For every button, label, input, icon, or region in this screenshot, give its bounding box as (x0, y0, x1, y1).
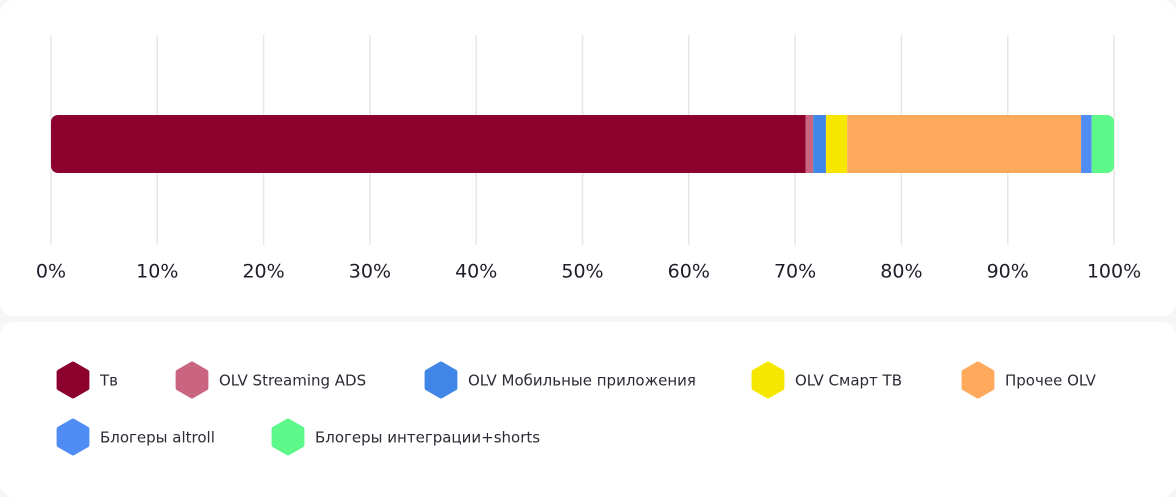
x-tick-label: 50% (561, 261, 603, 283)
x-tick-label: 80% (880, 261, 922, 283)
x-tick-label: 10% (136, 261, 178, 283)
legend-label: OLV Смарт ТВ (795, 372, 902, 390)
bar-segment (805, 115, 814, 173)
x-tick-label: 0% (36, 261, 66, 283)
bar-segment (1081, 115, 1092, 173)
legend-label: OLV Мобильные приложения (468, 372, 696, 390)
legend-icon (751, 361, 785, 399)
bar-segment (825, 115, 848, 173)
legend-icon (56, 418, 90, 456)
x-tick-label: 40% (455, 261, 497, 283)
legend-icon (271, 418, 305, 456)
bar-segment (813, 115, 826, 173)
x-tick-label: 90% (987, 261, 1029, 283)
legend-icon (961, 361, 995, 399)
legend-label: Тв (99, 372, 118, 390)
x-tick-label: 30% (349, 261, 391, 283)
legend-icon (56, 361, 90, 399)
bar-segment (1091, 115, 1114, 173)
x-tick-label: 20% (242, 261, 284, 283)
legend-icon (424, 361, 458, 399)
legend-card (0, 322, 1176, 497)
bar-segment (847, 115, 1082, 173)
legend-label: Прочее OLV (1005, 372, 1097, 390)
x-tick-label: 60% (668, 261, 710, 283)
legend-label: Блогеры интеграции+shorts (315, 429, 540, 447)
x-tick-label: 70% (774, 261, 816, 283)
bar-segment (51, 115, 806, 173)
legend-label: Блогеры altroll (100, 429, 215, 447)
legend-label: OLV Streaming ADS (219, 372, 366, 390)
x-tick-label: 100% (1087, 261, 1141, 283)
legend-icon (175, 361, 209, 399)
